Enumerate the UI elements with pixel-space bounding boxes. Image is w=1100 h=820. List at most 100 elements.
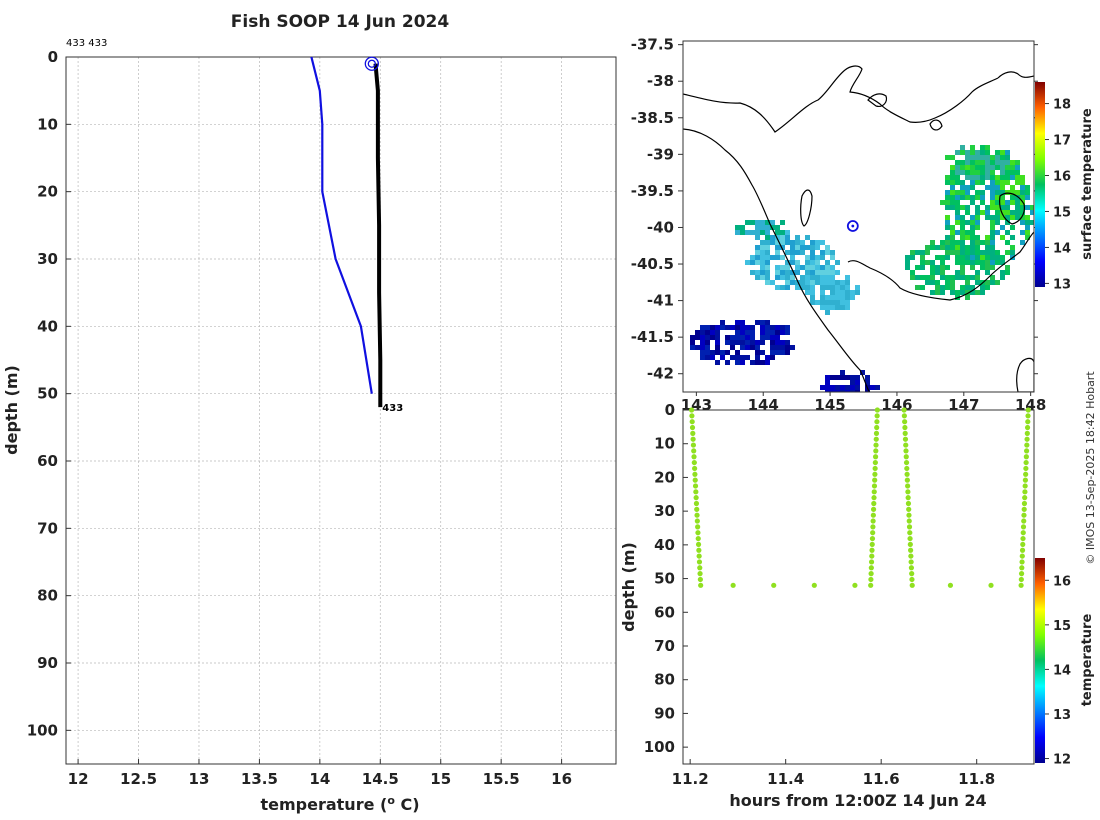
sst-cell [1010,185,1015,190]
sst-cell [960,275,965,280]
sst-cell [755,250,760,255]
sst-cell [925,245,930,250]
sst-cell [955,210,960,215]
sst-cell [740,325,745,330]
sst-cell [945,215,950,220]
map-lat-tick-label: -37.5 [631,36,674,54]
sst-cell [830,285,835,290]
section-point [1025,419,1031,425]
section-point [1020,524,1027,530]
sst-cell [915,275,920,280]
sst-cell [765,245,770,250]
sst-cell [780,235,785,240]
sst-cell [1015,200,1020,205]
sst-cell [940,270,945,275]
sst-cell [770,240,775,245]
section-point [730,582,736,588]
sst-cell [970,250,975,255]
section-point [1021,512,1027,518]
section-point [695,530,701,536]
section-point [988,582,994,588]
section-point [907,530,913,536]
section-point [1019,547,1026,553]
profile-y-tick-label: 60 [37,452,58,470]
sst-cell [700,340,705,345]
sst-cell [845,395,850,400]
sst-cell [840,385,845,390]
profile-y-tick-label: 0 [48,48,58,66]
sst-cell [785,325,790,330]
profile-y-tick-label: 20 [37,183,58,201]
sst-cell [955,175,960,180]
profile-line-black [373,63,383,408]
sst-cell [960,170,965,175]
sst-cell [775,345,780,350]
profile-y-label: depth (m) [2,365,21,455]
profile-lines: 433 [310,56,403,414]
sst-cell [950,155,955,160]
sst-cell [915,250,920,255]
section-point [1023,448,1030,454]
sst-cell [1020,180,1025,185]
section-point [873,430,880,436]
sst-cell [945,175,950,180]
sst-cell [1000,275,1005,280]
section-point [868,582,874,588]
sst-cell [990,220,995,225]
credit-text: © IMOS 13-Sep-2025 18:42 Hobart [1084,371,1097,565]
sst-cell [990,255,995,260]
sst-cell [990,245,995,250]
section-point [871,483,878,489]
section-point [689,413,695,419]
sst-cell [760,335,765,340]
sst-cell [1025,195,1030,200]
sst-cell [990,185,995,190]
sst-cell [755,245,760,250]
sst-cell [965,205,970,210]
section-point [872,454,879,460]
sst-cell [765,265,770,270]
section-x-label: hours from 12:00Z 14 Jun 24 [729,791,986,810]
sst-cell [770,325,775,330]
sst-cell [765,240,770,245]
section-point [1021,506,1027,512]
sst-cell [945,240,950,245]
map-lon-tick-label: 148 [1015,396,1046,414]
sst-cell [945,200,950,205]
sst-cell [975,155,980,160]
sst-cell [965,280,970,285]
sst-cell [765,320,770,325]
sst-cell [945,225,950,230]
sst-cell [955,240,960,245]
sst-cell [785,350,790,355]
temperature-colorbar-ticks: 12 13 14 15 16 [1045,574,1071,768]
sst-cell [730,335,735,340]
sst-cell [1005,170,1010,175]
sst-cell [785,285,790,290]
sst-cell [705,330,710,335]
sst-cell [835,285,840,290]
sst-colorbar-ticks: 13 14 15 16 17 18 [1045,98,1071,292]
section-point [874,419,880,425]
sst-cell [745,330,750,335]
section-point [869,553,875,559]
sst-cell [970,150,975,155]
profile-start-marker [364,56,379,71]
section-point [909,571,915,577]
sst-cell [805,255,810,260]
section-point [1023,465,1029,472]
sst-cell [845,290,850,295]
surface-temperature-map: -37.5 -38 -38.5 -39 -39.5 -40 -40.5 -41 -41.5 -42… [631,36,1095,414]
sst-cell [945,285,950,290]
sst-cell [960,215,965,220]
sst-cell [740,340,745,345]
sst-cell [965,250,970,255]
sst-cell [985,235,990,240]
sst-cell [990,260,995,265]
sst-cell [840,375,845,380]
sst-cell [970,170,975,175]
sst-cell [795,240,800,245]
sst-cell [960,245,965,250]
sst-cell [775,255,780,260]
sst-cell [745,260,750,265]
